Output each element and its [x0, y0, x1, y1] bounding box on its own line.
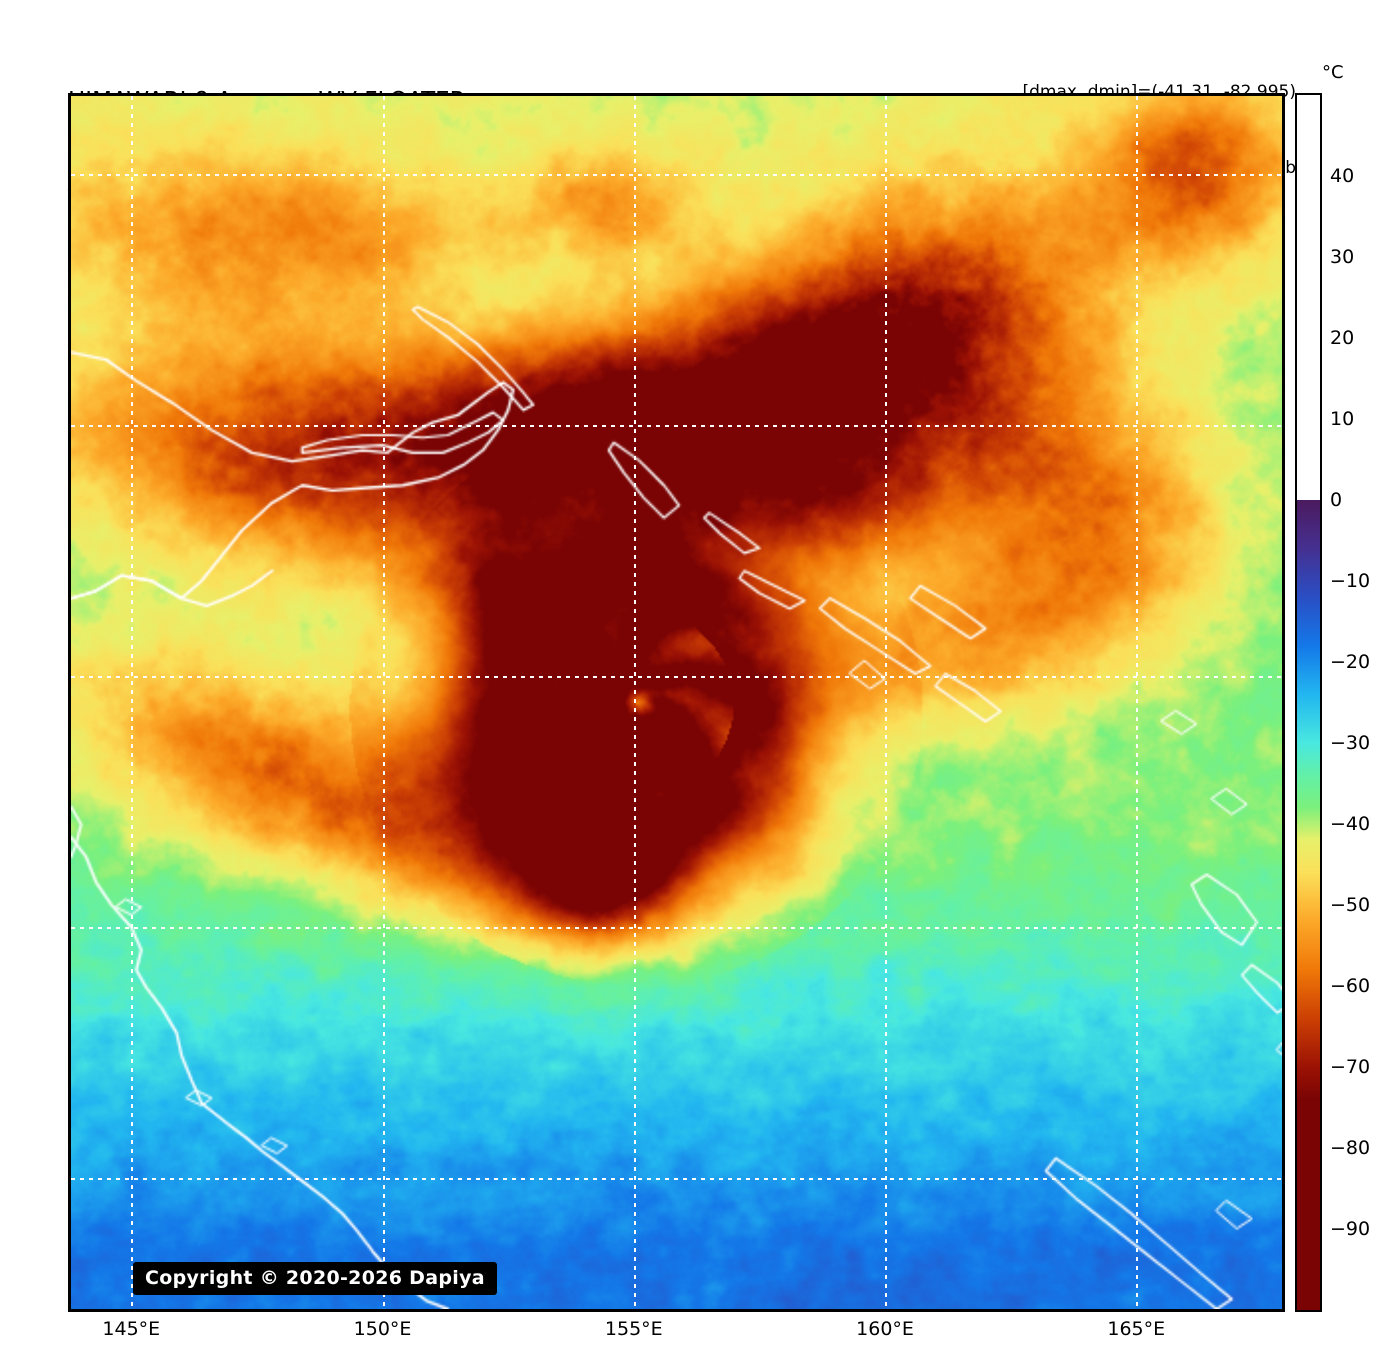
colorbar-tick-13: −90 — [1330, 1218, 1371, 1240]
copyright-badge: Copyright © 2020-2026 Dapiya — [133, 1262, 497, 1295]
satellite-image-plot[interactable]: Copyright © 2020-2026 Dapiya — [68, 93, 1285, 1312]
colorbar-tick-4: 0 — [1330, 489, 1343, 511]
xtick-label-3: 160°E — [856, 1318, 914, 1340]
colorbar-gradient — [1297, 95, 1320, 1310]
colorbar-tick-3: 10 — [1330, 408, 1355, 430]
colorbar-tick-8: −40 — [1330, 813, 1371, 835]
xtick-label-4: 165°E — [1107, 1318, 1166, 1340]
colorbar-tick-0: 40 — [1330, 165, 1355, 187]
colorbar-tick-11: −70 — [1330, 1056, 1371, 1078]
xtick-label-1: 150°E — [353, 1318, 412, 1340]
colorbar[interactable] — [1295, 93, 1322, 1312]
colorbar-tick-5: −10 — [1330, 570, 1371, 592]
colorbar-tick-9: −50 — [1330, 894, 1371, 916]
colorbar-tick-1: 30 — [1330, 246, 1355, 268]
colorbar-tick-12: −80 — [1330, 1137, 1371, 1159]
satellite-imagery-canvas — [71, 96, 1282, 1309]
colorbar-unit-label: °C — [1322, 62, 1344, 83]
colorbar-tick-7: −30 — [1330, 732, 1371, 754]
xtick-label-2: 155°E — [604, 1318, 663, 1340]
colorbar-tick-6: −20 — [1330, 651, 1371, 673]
xtick-label-0: 145°E — [102, 1318, 161, 1340]
colorbar-tick-2: 20 — [1330, 327, 1355, 349]
colorbar-tick-10: −60 — [1330, 975, 1371, 997]
